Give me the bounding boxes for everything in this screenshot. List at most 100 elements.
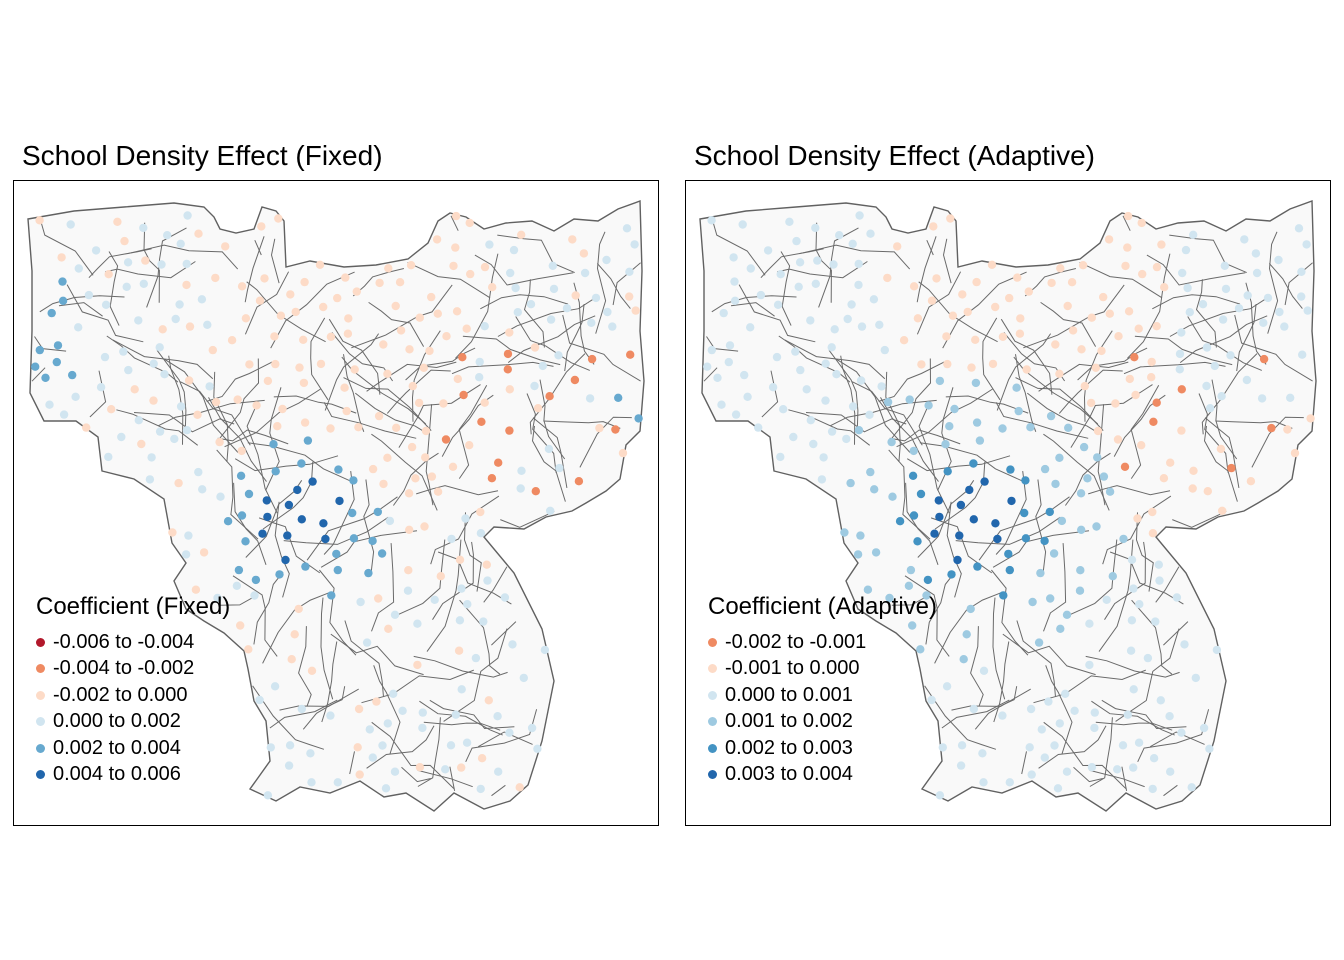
coefficient-point	[533, 404, 543, 413]
district-boundary	[310, 317, 329, 401]
district-boundary	[1135, 512, 1154, 592]
district-boundary	[711, 218, 766, 276]
coefficient-point	[278, 404, 287, 414]
district-boundary	[66, 284, 144, 343]
district-boundary	[1095, 721, 1173, 731]
map-frame-fixed: Coefficient (Fixed) -0.006 to -0.004 -0.…	[13, 180, 659, 826]
coefficient-point	[1004, 549, 1013, 559]
coefficient-point	[1143, 653, 1153, 663]
coefficient-point	[1083, 474, 1092, 483]
legend-swatch	[708, 690, 717, 700]
coefficient-point	[183, 211, 192, 220]
coefficient-point	[1015, 329, 1025, 338]
district-boundary	[995, 471, 1027, 555]
district-boundary	[443, 628, 508, 722]
district-boundary	[1058, 369, 1123, 414]
coefficient-point	[963, 307, 972, 317]
coefficient-point	[827, 343, 836, 352]
coefficient-point	[1134, 324, 1143, 333]
coefficient-point	[1087, 763, 1097, 772]
coefficient-point	[58, 296, 68, 305]
district-boundary	[1033, 669, 1146, 704]
coefficient-point	[1068, 326, 1078, 335]
legend-label: 0.003 to 0.004	[725, 763, 853, 786]
coefficient-point	[211, 397, 221, 407]
coefficient-point	[31, 362, 40, 371]
coefficient-point	[476, 507, 485, 517]
coefficient-point	[533, 744, 542, 753]
coefficient-point	[1055, 453, 1064, 462]
coefficient-point	[555, 463, 564, 473]
coefficient-point	[829, 260, 838, 269]
district-boundary	[919, 442, 1026, 483]
coefficient-point	[943, 359, 952, 369]
district-boundary	[955, 516, 1061, 545]
district-boundary	[262, 592, 330, 664]
district-boundary	[970, 626, 984, 707]
coefficient-point	[1220, 261, 1229, 270]
district-boundary	[459, 599, 501, 675]
coefficient-point	[1242, 375, 1252, 385]
district-boundary	[112, 339, 214, 380]
district-boundary	[352, 268, 405, 297]
coefficient-point	[342, 406, 351, 416]
coefficient-point	[802, 385, 811, 394]
coefficient-point	[842, 434, 851, 444]
coefficient-point	[160, 370, 169, 379]
coefficient-point	[58, 277, 67, 286]
coefficient-point	[155, 427, 165, 436]
district-boundary	[413, 655, 508, 678]
legend-swatch	[36, 637, 45, 647]
coefficient-point	[947, 570, 956, 579]
coefficient-point	[866, 467, 875, 477]
district-boundary	[890, 358, 932, 441]
coefficient-point	[1189, 230, 1198, 239]
coefficient-point	[568, 235, 577, 244]
coefficient-point	[487, 474, 497, 483]
coefficient-point	[419, 363, 428, 372]
coefficient-point	[352, 287, 361, 296]
coefficient-point	[856, 531, 865, 540]
coefficient-point	[1013, 273, 1022, 282]
coefficient-point	[340, 383, 349, 392]
coefficient-point	[1177, 728, 1186, 737]
coefficient-point	[1135, 600, 1144, 609]
coefficient-point	[266, 743, 275, 752]
coefficient-point	[319, 519, 328, 528]
legend-item: 0.000 to 0.002	[36, 709, 230, 736]
coefficient-point	[378, 741, 387, 750]
coefficient-point	[194, 229, 203, 238]
coefficient-point	[999, 591, 1008, 600]
coefficient-point	[52, 357, 61, 367]
coefficient-point	[1185, 308, 1194, 317]
coefficient-point	[1131, 390, 1140, 400]
coefficient-point	[1227, 463, 1236, 473]
coefficient-point	[1166, 767, 1175, 776]
coefficient-point	[271, 467, 280, 476]
coefficient-point	[1152, 398, 1161, 407]
coefficient-point	[531, 487, 540, 496]
coefficient-point	[193, 410, 202, 419]
coefficient-point	[746, 264, 755, 273]
coefficient-point	[332, 549, 341, 559]
coefficient-point	[1022, 365, 1031, 374]
coefficient-point	[1234, 304, 1244, 313]
coefficient-point	[840, 528, 849, 537]
coefficient-point	[418, 723, 427, 733]
coefficient-point	[275, 570, 284, 579]
coefficient-point	[730, 296, 740, 305]
district-boundary	[778, 335, 851, 383]
coefficient-point	[1177, 426, 1186, 435]
coefficient-point	[297, 515, 306, 524]
coefficient-point	[297, 459, 306, 468]
district-boundary	[1203, 425, 1238, 502]
coefficient-point	[938, 743, 947, 752]
district-boundary	[491, 784, 506, 797]
district-boundary	[354, 392, 426, 433]
coefficient-point	[571, 291, 580, 300]
district-boundary	[477, 731, 533, 748]
coefficient-point	[297, 704, 306, 714]
coefficient-point	[1175, 365, 1184, 374]
coefficient-point	[1178, 268, 1187, 278]
coefficient-point	[1102, 595, 1111, 604]
